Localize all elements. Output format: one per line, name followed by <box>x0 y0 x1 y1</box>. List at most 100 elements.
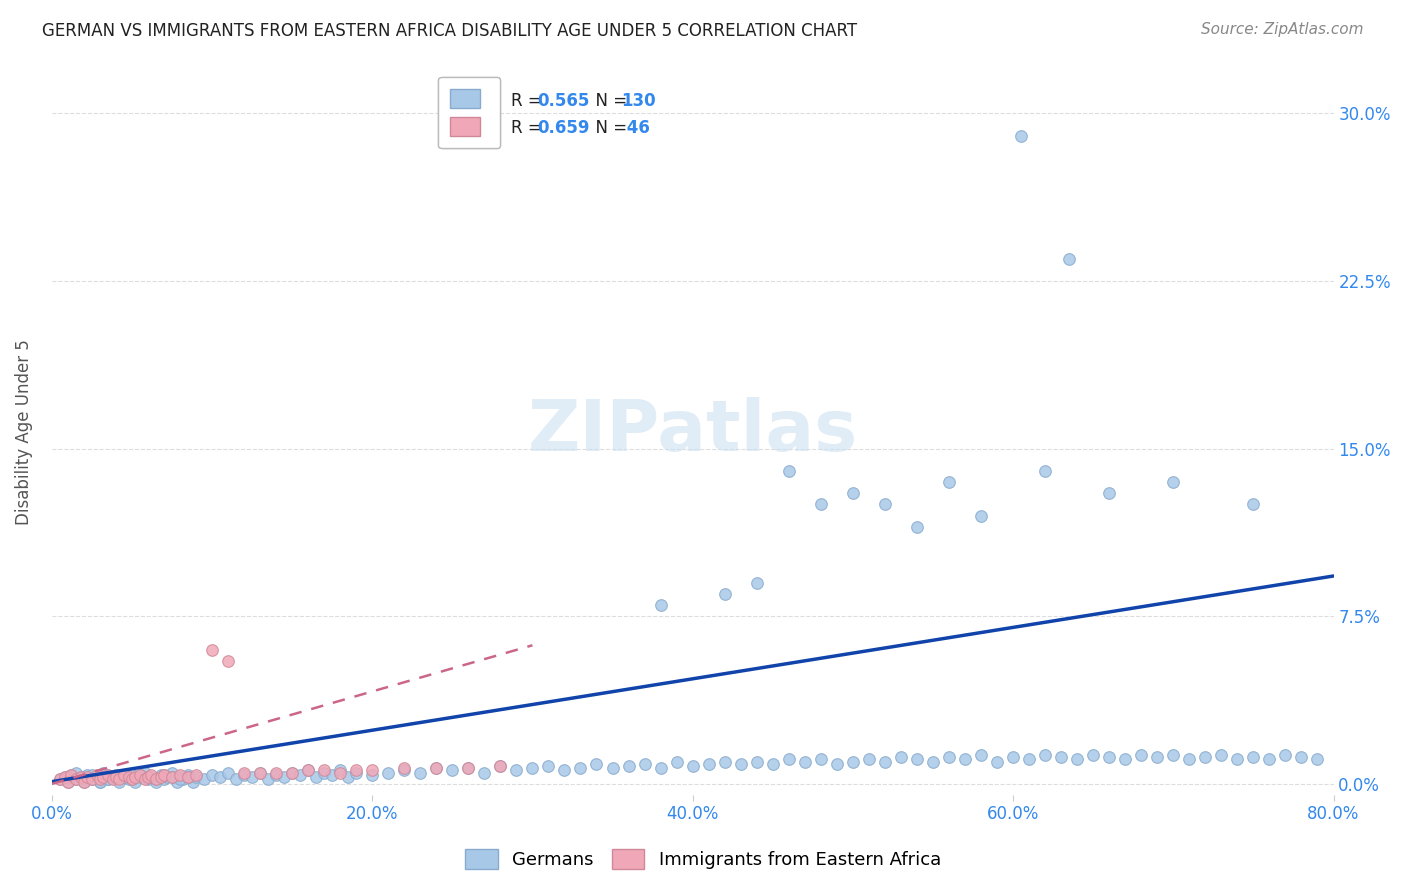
Point <box>457 761 479 775</box>
Point <box>633 756 655 771</box>
Point <box>1178 752 1201 766</box>
Point <box>86 768 108 782</box>
Point <box>425 761 447 775</box>
Point <box>201 642 224 657</box>
Point <box>59 768 82 782</box>
Point <box>650 761 672 775</box>
Point <box>208 770 231 784</box>
Point <box>537 759 560 773</box>
Text: 130: 130 <box>621 92 655 111</box>
Legend: Germans, Immigrants from Eastern Africa: Germans, Immigrants from Eastern Africa <box>456 839 950 879</box>
Point <box>1098 486 1121 500</box>
Point <box>153 772 176 787</box>
Point <box>169 770 191 784</box>
Point <box>112 768 135 782</box>
Legend: , : , <box>439 77 501 148</box>
Point <box>160 770 183 784</box>
Point <box>73 774 96 789</box>
Point <box>80 768 103 782</box>
Y-axis label: Disability Age Under 5: Disability Age Under 5 <box>15 339 32 524</box>
Point <box>139 770 162 784</box>
Point <box>825 756 848 771</box>
Point <box>53 770 76 784</box>
Point <box>121 772 143 787</box>
Point <box>858 752 880 766</box>
Point <box>873 755 896 769</box>
Point <box>409 765 432 780</box>
Point <box>344 764 367 778</box>
Point <box>128 770 150 784</box>
Point <box>181 774 204 789</box>
Point <box>489 759 512 773</box>
Point <box>938 475 960 489</box>
Point <box>136 772 159 787</box>
Point <box>108 772 131 787</box>
Text: R =: R = <box>510 120 547 137</box>
Point <box>193 772 215 787</box>
Text: R =: R = <box>510 92 547 111</box>
Point <box>225 772 247 787</box>
Point <box>377 765 399 780</box>
Point <box>905 520 928 534</box>
Text: N =: N = <box>585 120 633 137</box>
Point <box>457 761 479 775</box>
Point <box>91 765 114 780</box>
Point <box>682 759 704 773</box>
Point <box>745 755 768 769</box>
Point <box>76 770 98 784</box>
Point <box>184 768 207 782</box>
Point <box>118 772 141 787</box>
Point <box>149 768 172 782</box>
Point <box>233 768 256 782</box>
Point <box>1010 128 1032 143</box>
Point <box>156 770 179 784</box>
Point <box>160 765 183 780</box>
Point <box>305 770 328 784</box>
Point <box>69 770 91 784</box>
Point <box>970 747 993 762</box>
Point <box>124 774 146 789</box>
Point <box>810 752 832 766</box>
Point <box>73 772 96 787</box>
Point <box>177 770 200 784</box>
Point <box>1161 747 1184 762</box>
Point <box>1083 747 1105 762</box>
Point <box>97 772 120 787</box>
Point <box>778 464 800 478</box>
Point <box>522 761 544 775</box>
Point <box>762 756 785 771</box>
Point <box>153 768 176 782</box>
Point <box>472 765 495 780</box>
Point <box>778 752 800 766</box>
Point <box>65 772 87 787</box>
Point <box>842 755 865 769</box>
Point <box>97 768 120 782</box>
Point <box>665 755 688 769</box>
Point <box>1226 752 1249 766</box>
Point <box>617 759 640 773</box>
Point <box>49 772 72 787</box>
Point <box>361 764 384 778</box>
Point <box>1306 752 1329 766</box>
Point <box>441 764 464 778</box>
Point <box>56 770 79 784</box>
Point <box>233 765 256 780</box>
Point <box>112 770 135 784</box>
Point <box>49 772 72 787</box>
Point <box>136 770 159 784</box>
Point <box>602 761 624 775</box>
Point <box>89 774 111 789</box>
Point <box>149 770 172 784</box>
Point <box>793 755 815 769</box>
Point <box>56 774 79 789</box>
Point <box>1002 750 1025 764</box>
Point <box>1057 252 1080 266</box>
Point <box>569 761 592 775</box>
Point <box>361 768 384 782</box>
Point <box>201 768 224 782</box>
Point <box>394 764 416 778</box>
Point <box>76 768 98 782</box>
Point <box>139 768 162 782</box>
Point <box>73 774 96 789</box>
Point <box>314 764 336 778</box>
